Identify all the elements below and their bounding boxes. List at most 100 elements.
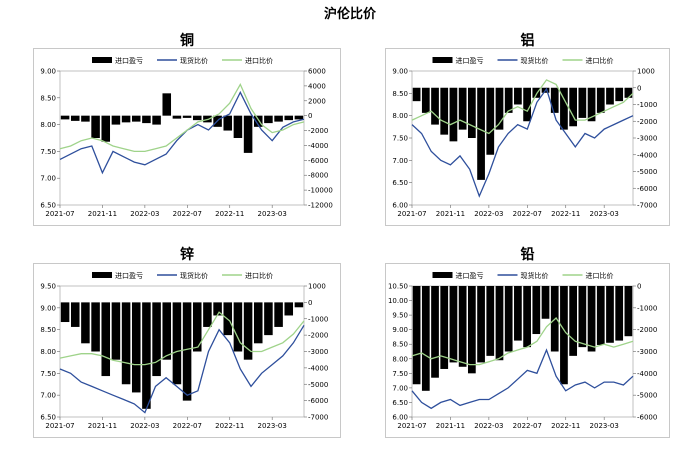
right-tick-label: -10000 bbox=[308, 187, 333, 195]
profit-bar bbox=[467, 87, 476, 138]
lead-chart-panel: 进口盈亏 现货比价 进口比价 10.50 10.00 9.50 9.00 8.50 8.00 7.… bbox=[385, 263, 670, 438]
profit-bar bbox=[532, 286, 541, 335]
right-tick-label: -2000 bbox=[637, 118, 657, 126]
left-tick-label: 7.50 bbox=[392, 370, 408, 378]
x-tick-label: 2023-03 bbox=[258, 422, 287, 430]
right-tick-label: -4000 bbox=[308, 364, 328, 372]
profit-bar bbox=[486, 87, 495, 155]
zinc-chart-panel: 进口盈亏 现货比价 进口比价 9.50 9.00 8.50 8.00 7.50 7.00 6.50… bbox=[33, 263, 341, 438]
profit-bar bbox=[596, 87, 605, 113]
x-tick-label: 2022-03 bbox=[130, 210, 159, 218]
profit-bar bbox=[172, 302, 182, 385]
legend-label: 现货比价 bbox=[521, 56, 549, 65]
profit-bar bbox=[91, 115, 100, 138]
left-tick-label: 9.00 bbox=[40, 68, 56, 76]
profit-bar bbox=[486, 286, 495, 356]
aluminum-import-ratio-line bbox=[411, 79, 634, 135]
left-tick-label: 6.50 bbox=[392, 399, 408, 407]
right-tick-label: 2000 bbox=[308, 97, 326, 105]
left-tick-label: 9.00 bbox=[392, 326, 408, 334]
profit-bar bbox=[550, 87, 559, 113]
profit-bar bbox=[121, 302, 131, 385]
profit-bar bbox=[495, 87, 504, 130]
lead-import-ratio-line bbox=[411, 317, 634, 366]
profit-bar bbox=[504, 286, 513, 352]
profit-bar bbox=[233, 302, 243, 352]
left-tick-label: 8.50 bbox=[40, 326, 56, 334]
x-tick-label: 2022-11 bbox=[215, 210, 244, 218]
right-tick-label: -6000 bbox=[308, 157, 328, 165]
x-tick-label: 2022-07 bbox=[513, 422, 542, 430]
profit-bar bbox=[541, 286, 550, 319]
right-tick-label: 0 bbox=[308, 112, 312, 120]
profit-bar bbox=[152, 115, 161, 125]
profit-bar bbox=[412, 286, 421, 385]
profit-bar bbox=[121, 115, 131, 123]
left-tick-label: 7.50 bbox=[40, 148, 56, 156]
profit-bar bbox=[243, 115, 253, 153]
zinc-chart-title: 锌 bbox=[180, 247, 194, 263]
profit-bar bbox=[514, 87, 522, 105]
x-tick-label: 2022-11 bbox=[551, 422, 580, 430]
right-tick-label: -12000 bbox=[308, 202, 333, 210]
profit-bar bbox=[213, 302, 222, 316]
profit-bar bbox=[152, 302, 161, 377]
profit-bar bbox=[440, 286, 449, 369]
right-tick-label: -7000 bbox=[308, 414, 328, 422]
profit-bar bbox=[412, 87, 421, 102]
aluminum-spot-ratio-line bbox=[411, 87, 634, 198]
left-tick-label: 8.00 bbox=[392, 112, 408, 120]
profit-bar bbox=[523, 87, 531, 122]
profit-bar bbox=[587, 286, 596, 352]
copper-spot-ratio-line bbox=[59, 90, 305, 175]
aluminum-profit-bars bbox=[412, 87, 633, 180]
legend-swatch-profit bbox=[92, 272, 112, 278]
legend-swatch-profit bbox=[92, 57, 112, 63]
aluminum-chart-title: 铝 bbox=[520, 33, 535, 49]
legend-label: 进口盈亏 bbox=[456, 272, 484, 280]
profit-bar bbox=[233, 115, 243, 138]
profit-bar bbox=[101, 302, 111, 377]
x-tick-label: 2023-03 bbox=[590, 422, 619, 430]
x-tick-label: 2022-11 bbox=[551, 210, 580, 218]
profit-bar bbox=[182, 302, 192, 401]
left-tick-label: 7.00 bbox=[40, 175, 56, 183]
profit-bar bbox=[467, 286, 476, 374]
legend-label: 进口比价 bbox=[245, 271, 273, 280]
left-tick-label: 8.00 bbox=[40, 121, 56, 129]
right-tick-label: 1000 bbox=[308, 283, 326, 291]
right-tick-label: -2000 bbox=[308, 332, 328, 340]
profit-bar bbox=[606, 286, 614, 343]
profit-bar bbox=[560, 87, 568, 130]
profit-bar bbox=[162, 302, 172, 360]
right-tick-label: -1000 bbox=[637, 101, 657, 109]
right-tick-label: -1000 bbox=[637, 304, 657, 312]
aluminum-chart-panel: 进口盈亏 现货比价 进口比价 9.00 8.50 8.00 7.50 7.00 6.50 6.00… bbox=[385, 48, 670, 226]
zinc-legend: 进口盈亏 现货比价 进口比价 bbox=[92, 271, 273, 280]
legend-label: 进口比价 bbox=[245, 56, 273, 65]
profit-bar bbox=[606, 87, 614, 105]
x-tick-label: 2022-03 bbox=[474, 210, 503, 218]
right-tick-label: -3000 bbox=[637, 135, 657, 143]
profit-bar bbox=[274, 115, 283, 122]
profit-bar bbox=[111, 115, 121, 125]
copper-legend: 进口盈亏 现货比价 进口比价 bbox=[92, 56, 273, 65]
profit-bar bbox=[142, 302, 151, 409]
right-tick-label: -5000 bbox=[308, 381, 328, 389]
profit-bar bbox=[449, 87, 458, 142]
right-tick-label: -2000 bbox=[308, 127, 328, 135]
legend-label: 现货比价 bbox=[180, 56, 208, 65]
left-tick-label: 8.50 bbox=[392, 341, 408, 349]
left-tick-label: 10.00 bbox=[388, 297, 408, 305]
profit-bar bbox=[253, 302, 263, 344]
profit-bar bbox=[578, 286, 587, 348]
profit-bar bbox=[294, 115, 304, 120]
zinc-spot-ratio-line bbox=[59, 324, 305, 414]
legend-swatch-profit bbox=[432, 272, 453, 278]
profit-bar bbox=[578, 87, 587, 118]
profit-bar bbox=[284, 115, 294, 121]
profit-bar bbox=[81, 115, 90, 122]
profit-bar bbox=[458, 87, 467, 130]
lead-chart-svg: 进口盈亏 现货比价 进口比价 10.50 10.00 9.50 9.00 8.50 8.00 7.… bbox=[388, 271, 657, 430]
profit-bar bbox=[504, 87, 513, 113]
